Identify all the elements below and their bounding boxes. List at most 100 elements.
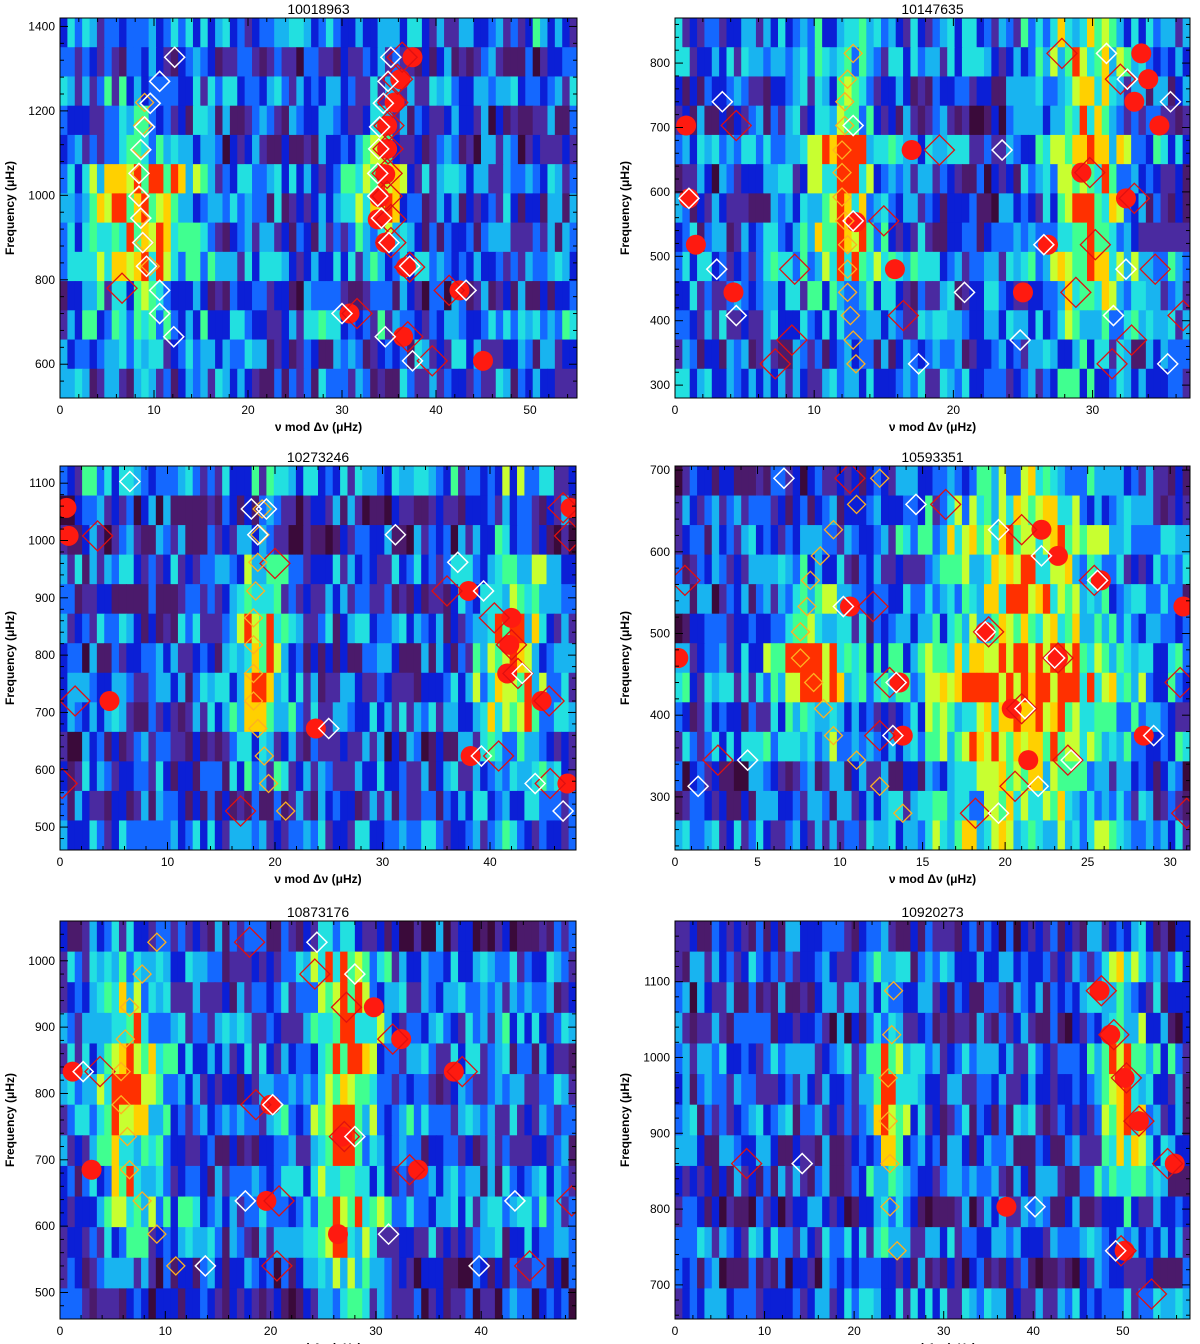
l0-model-diamond: [999, 770, 1031, 803]
l0-model-diamond: [873, 666, 906, 699]
y-tick-label: 800: [35, 648, 55, 662]
l2-model-diamond: [837, 282, 858, 303]
l1-model-diamond: [118, 470, 141, 493]
l1-model-diamond: [384, 523, 407, 546]
l0-mode-dot: [723, 282, 744, 303]
l0-mode-dot: [391, 1029, 412, 1050]
l1-model-diamond: [987, 802, 1010, 825]
l0-model-diamond: [478, 601, 511, 634]
l1-model-diamond: [1086, 569, 1109, 592]
l1-model-diamond: [377, 1223, 400, 1246]
l2-model-diamond: [883, 980, 904, 1001]
l0-mode-dot: [473, 350, 493, 371]
l1-model-diamond: [367, 137, 390, 160]
y-tick-label: 500: [650, 249, 670, 263]
l1-model-diamond: [987, 518, 1010, 541]
l1-model-diamond: [953, 281, 976, 304]
y-axis-label: Frequency (μHz): [618, 611, 632, 705]
panel-title: 10873176: [287, 904, 350, 920]
l0-mode-dot: [1001, 698, 1022, 719]
l0-mode-dot: [1164, 1153, 1185, 1174]
y-tick-label: 1000: [643, 1050, 670, 1064]
l1-model-diamond: [305, 931, 329, 954]
l0-mode-dot: [675, 648, 689, 668]
l0-mode-dot: [685, 234, 706, 255]
l0-mode-dot: [1031, 519, 1052, 540]
x-tick-label: 50: [523, 403, 537, 417]
y-tick-label: 600: [650, 185, 670, 199]
l0-model-diamond: [555, 1185, 576, 1217]
y-tick-label: 600: [35, 357, 55, 371]
l2-model-diamond: [243, 607, 264, 628]
l2-model-diamond: [892, 803, 913, 824]
y-tick-label: 600: [35, 763, 55, 777]
l0-mode-dot: [676, 115, 697, 136]
x-tick-label: 0: [672, 1324, 679, 1338]
l2-model-diamond: [165, 1256, 186, 1276]
l0-model-diamond: [60, 685, 91, 717]
x-tick-label: 30: [335, 403, 349, 417]
x-axis-label: ν mod Δν (μHz): [274, 872, 361, 886]
y-tick-label: 600: [35, 1219, 55, 1233]
x-tick-label: 40: [475, 1324, 489, 1338]
l1-model-diamond: [139, 92, 162, 115]
l2-model-diamond: [843, 43, 864, 64]
l0-mode-dot: [1115, 188, 1136, 209]
l1-model-diamond: [736, 749, 759, 772]
l1-model-diamond: [1023, 1195, 1047, 1218]
l1-model-diamond: [72, 1060, 95, 1083]
l1-model-diamond: [687, 775, 710, 798]
l0-mode-dot: [1047, 545, 1068, 566]
l0-mode-dot: [839, 596, 860, 617]
x-tick-label: 20: [241, 403, 255, 417]
x-axis-label: ν mod Δν (μHz): [274, 1341, 361, 1344]
plot-frame: [674, 920, 1191, 1320]
l2-model-diamond: [823, 725, 844, 746]
l2-model-diamond: [797, 596, 817, 617]
l2-model-diamond: [834, 115, 855, 136]
l0-mode-dot: [443, 1061, 464, 1082]
l1-model-diamond: [907, 352, 930, 375]
x-tick-label: 10: [159, 1324, 173, 1338]
l1-model-diamond: [1142, 724, 1165, 747]
l0-model-diamond: [84, 1055, 116, 1088]
x-tick-label: 30: [369, 1324, 383, 1338]
panel-title: 10593351: [901, 449, 964, 465]
l0-mode-dot: [305, 718, 326, 739]
l0-mode-dot: [1114, 1067, 1135, 1088]
x-tick-label: 0: [57, 1324, 64, 1338]
echelle-heatmap: [675, 921, 1190, 1319]
x-tick-label: 40: [483, 855, 497, 869]
panel-10920273: 0 10 20 30 40 50 700 800 900 1000 1100 10920273 ν mo…: [618, 904, 1191, 1344]
y-axis-label: Frequency (μHz): [3, 161, 17, 255]
l0-model-diamond: [533, 685, 566, 717]
l1-model-diamond: [470, 744, 493, 768]
l0-model-diamond: [675, 564, 701, 597]
x-tick-label: 40: [1027, 1324, 1041, 1338]
l2-model-diamond: [813, 698, 834, 719]
l1-model-diamond: [1043, 646, 1066, 670]
l0-model-diamond: [857, 590, 889, 623]
l2-model-diamond: [887, 1240, 908, 1261]
l0-model-diamond: [1110, 1062, 1143, 1094]
l0-mode-dot: [901, 140, 922, 161]
y-tick-label: 700: [35, 1153, 55, 1167]
l1-model-diamond: [372, 92, 395, 115]
y-tick-label: 800: [35, 273, 55, 287]
l1-model-diamond: [1030, 544, 1053, 567]
y-tick-label: 1000: [28, 954, 55, 968]
panel-title: 10920273: [901, 904, 964, 920]
l0-model-diamond: [60, 767, 79, 800]
l1-model-diamond: [705, 258, 728, 281]
y-tick-label: 400: [650, 314, 670, 328]
echelle-heatmap: [675, 18, 1190, 398]
l2-model-diamond: [869, 468, 890, 489]
l1-model-diamond: [1032, 233, 1055, 256]
l0-model-diamond: [1135, 1278, 1168, 1310]
l2-model-diamond: [880, 1196, 900, 1217]
l0-model-diamond: [1096, 347, 1128, 380]
l0-model-diamond: [261, 1250, 293, 1282]
l0-model-diamond: [1078, 564, 1111, 597]
y-tick-label: 1200: [28, 104, 55, 118]
